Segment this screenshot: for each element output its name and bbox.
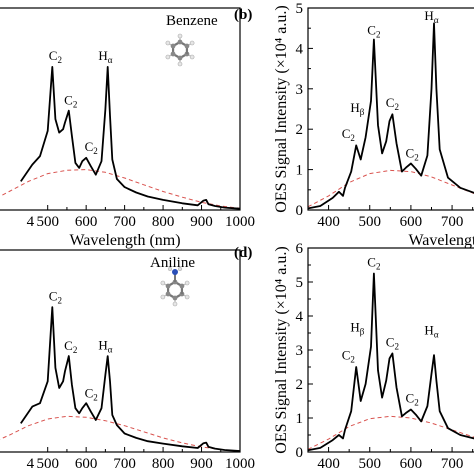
- peak-label: Hα: [98, 48, 112, 65]
- panel-letter: (b): [234, 7, 252, 23]
- peak-label: C2: [64, 93, 77, 110]
- baseline-series-line: [308, 169, 474, 208]
- baseline-series-line: [0, 169, 240, 209]
- x-tick-label: 1000: [225, 214, 255, 230]
- peak-label: C2: [406, 391, 419, 408]
- chart-panel: 4005006007000123456WavelengthOES Signal …: [234, 241, 474, 472]
- spectrum-series-line: [308, 272, 474, 452]
- peak-label: Hβ: [350, 319, 364, 336]
- x-tick-label: 4: [27, 214, 35, 230]
- peak-label: C2: [49, 48, 62, 65]
- y-tick-label: 5: [296, 1, 304, 17]
- chart-panel: 500 600 700 800 900 1000 4 Wavelength (nm) Benze…: [0, 7, 255, 249]
- plot-frame: [0, 249, 241, 453]
- x-tick-label: 600: [400, 456, 423, 472]
- x-tick-label: 900: [190, 214, 213, 230]
- x-tick-label: 600: [400, 214, 423, 230]
- x-tick-label: 600: [75, 214, 98, 230]
- peak-label: Hβ: [350, 100, 364, 117]
- spectrum-series-line: [20, 306, 240, 452]
- x-tick-label: 800: [152, 456, 175, 472]
- peak-label: C2: [367, 22, 380, 39]
- y-tick-label: 0: [296, 445, 304, 461]
- y-tick-label: 0: [296, 203, 304, 219]
- peak-label: C2: [64, 338, 77, 355]
- molecule-name: Aniline: [150, 255, 195, 271]
- y-tick-label: 6: [296, 241, 304, 257]
- peak-label: C2: [49, 289, 62, 306]
- x-tick-label: 700: [113, 214, 136, 230]
- x-tick-label: 500: [36, 456, 59, 472]
- x-tick-label: 400: [317, 456, 340, 472]
- peak-label: C2: [367, 255, 380, 272]
- panel-letter: (d): [234, 245, 252, 261]
- baseline-series-line: [0, 415, 240, 452]
- baseline-series-line: [308, 415, 474, 450]
- peak-label: C2: [342, 126, 355, 143]
- peak-label: C2: [85, 139, 98, 156]
- spectrum-series-line: [308, 22, 474, 210]
- y-axis-title: OES Signal Intensity (×10⁴ a.u.): [273, 246, 290, 453]
- x-tick-label: 700: [441, 214, 464, 230]
- x-axis-title: Wavelength (nm): [69, 232, 180, 249]
- y-tick-label: 5: [296, 275, 304, 291]
- plot-frame: [307, 247, 474, 453]
- x-axis-title: Wavelength: [408, 232, 474, 249]
- x-tick-label: 700: [441, 456, 464, 472]
- x-tick-label: 4: [27, 456, 35, 472]
- y-tick-label: 3: [296, 343, 304, 359]
- peak-label: C2: [386, 95, 399, 112]
- y-tick-label: 4: [296, 41, 304, 57]
- chart-panel: 400 500 600 700 0 1 2 3 4 5 Wavelength OES Signal I…: [234, 1, 474, 249]
- x-tick-label: 900: [190, 456, 213, 472]
- y-tick-label: 3: [296, 82, 304, 98]
- molecule-name: Benzene: [166, 13, 218, 29]
- y-tick-label: 4: [296, 309, 304, 325]
- x-tick-label: 700: [113, 456, 136, 472]
- y-tick-label: 2: [296, 377, 304, 393]
- peak-label: C2: [85, 385, 98, 402]
- y-tick-label: 1: [296, 411, 304, 427]
- y-tick-label: 2: [296, 122, 304, 138]
- x-tick-label: 500: [358, 214, 381, 230]
- x-tick-label: 500: [358, 456, 381, 472]
- peak-label: Hα: [424, 8, 438, 25]
- x-tick-label: 600: [75, 456, 98, 472]
- peak-label: C2: [386, 335, 399, 352]
- y-axis-title: OES Signal Intensity (×10⁴ a.u.): [273, 5, 290, 212]
- molecule-structure-icon: [165, 33, 195, 67]
- peak-label: Hα: [98, 337, 112, 354]
- y-tick-label: 1: [296, 163, 304, 179]
- spectrum-series-line: [20, 66, 240, 210]
- plot-frame: [0, 7, 241, 211]
- x-tick-label: 500: [36, 214, 59, 230]
- peak-label: C2: [406, 145, 419, 162]
- molecule-structure-icon: [160, 266, 190, 307]
- x-tick-label: 1000: [225, 456, 255, 472]
- peak-label: C2: [342, 348, 355, 365]
- x-tick-label: 800: [152, 214, 175, 230]
- peak-label: Hα: [424, 323, 438, 340]
- x-tick-label: 400: [317, 214, 340, 230]
